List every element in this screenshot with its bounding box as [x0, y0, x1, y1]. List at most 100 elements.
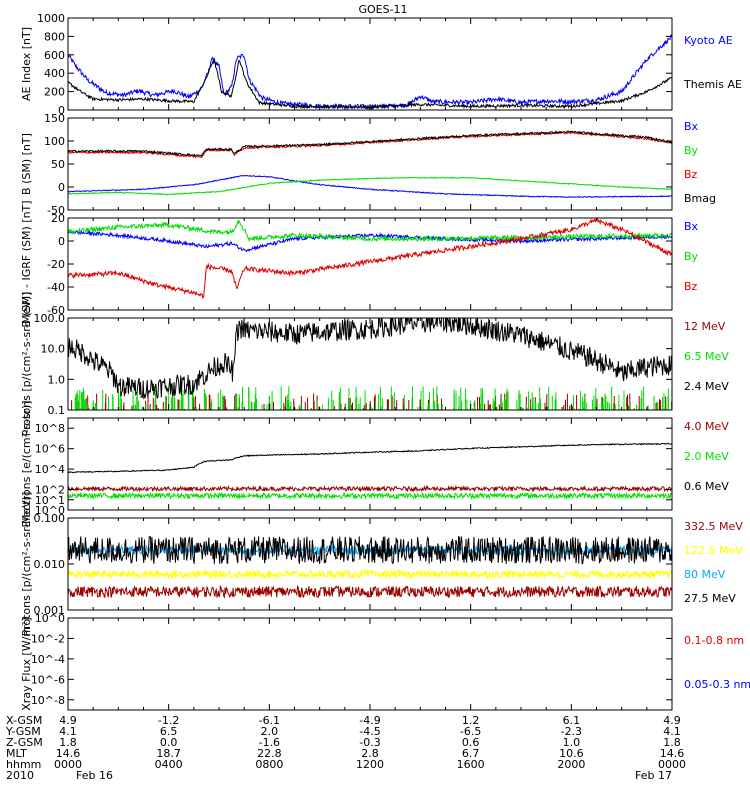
y-axis-label: Protons [p/(cm²-s-sr-MeV)] — [20, 492, 33, 637]
series-bsm-0 — [68, 174, 672, 199]
footer-value: -6.1 — [259, 714, 280, 727]
footer-value: -6.5 — [460, 725, 481, 738]
footer-value: -4.5 — [359, 725, 380, 738]
y-tick-label: 10^-4 — [31, 653, 65, 666]
footer-value: -4.9 — [359, 714, 380, 727]
y-tick-label: -20 — [47, 258, 65, 271]
legend-entry: Bz — [684, 280, 698, 293]
y-tick-label: 0 — [58, 235, 65, 248]
y-tick-label: 150 — [44, 112, 65, 125]
series-bsm-3 — [68, 130, 672, 158]
y-tick-label: -50 — [47, 204, 65, 217]
footer-value: 2.0 — [261, 725, 279, 738]
legend-entry: By — [684, 144, 699, 157]
y-tick-label: 10^2 — [35, 484, 65, 497]
legend-entry: Bmag — [684, 192, 716, 205]
chart-title: GOES-11 — [358, 3, 407, 16]
legend-entry: 27.5 MeV — [684, 592, 736, 605]
legend-entry: 0.05-0.3 nm — [684, 678, 750, 691]
y-axis-label: B (SM) [nT] — [20, 133, 33, 195]
legend-entry: 4.0 MeV — [684, 420, 729, 433]
series-electrons-0 — [68, 484, 672, 493]
footer-value: 0400 — [155, 758, 183, 771]
y-tick-label: 800 — [44, 30, 65, 43]
y-tick-label: 0.010 — [34, 558, 66, 571]
y-axis-label: Electrons [e/(cm²-s-sr)] — [20, 400, 33, 527]
footer-value: 1.0 — [563, 736, 581, 749]
y-tick-label: 10^0 — [35, 504, 65, 517]
y-tick-label: 10^4 — [35, 463, 65, 476]
legend-entry: 80 MeV — [684, 568, 726, 581]
footer-value: 1600 — [457, 758, 485, 771]
footer-value: 1.8 — [663, 736, 681, 749]
y-tick-label: -40 — [47, 281, 65, 294]
legend-entry: Bx — [684, 120, 699, 133]
footer-value: 4.1 — [663, 725, 681, 738]
panel-bigrf-traces — [68, 218, 672, 300]
y-tick-label: 1.0 — [48, 373, 66, 386]
y-tick-label: 0 — [58, 104, 65, 117]
panel-electrons-traces — [68, 442, 672, 501]
y-tick-label: 200 — [44, 86, 65, 99]
series-bigrf-0 — [68, 229, 672, 253]
footer-row-label: Y-GSM — [5, 725, 41, 738]
legend-entry: By — [684, 250, 699, 263]
y-tick-label: 100.0 — [34, 312, 66, 325]
y-tick-label: 100 — [44, 135, 65, 148]
footer-row-label: hhmm — [6, 758, 41, 771]
series-protons_low-1 — [74, 386, 672, 410]
footer-value: 22.8 — [257, 747, 282, 760]
panel-frame — [67, 617, 673, 711]
footer-value: 0.0 — [160, 736, 178, 749]
y-tick-label: 1000 — [37, 12, 65, 25]
footer-row-label: 2010 — [6, 769, 34, 782]
footer-value: 4.1 — [59, 725, 77, 738]
panel-ae-traces — [68, 33, 672, 110]
footer-value: 10.6 — [559, 747, 584, 760]
footer-value: -0.3 — [359, 736, 380, 749]
panel-frame — [67, 117, 673, 211]
series-bigrf-1 — [68, 219, 672, 243]
y-axis-label: Protons [p/(cm²-s-sr-MeV)] — [20, 292, 33, 437]
panel-protons_high-traces — [68, 535, 672, 599]
y-tick-label: 10^1 — [35, 494, 65, 507]
legend-entry: 2.4 MeV — [684, 380, 729, 393]
legend-entry: 0.6 MeV — [684, 480, 729, 493]
footer-value: 4.9 — [59, 714, 77, 727]
series-bigrf-2 — [68, 218, 672, 300]
series-ae-0 — [68, 33, 672, 110]
footer-value: 6.7 — [462, 747, 480, 760]
footer-value: 0000 — [658, 758, 686, 771]
y-tick-label: 10^-8 — [31, 694, 65, 707]
y-tick-label: 10^-6 — [31, 673, 65, 686]
y-tick-label: 50 — [51, 158, 65, 171]
legend-entry: Bz — [684, 168, 698, 181]
footer-value: -1.6 — [259, 736, 280, 749]
legend-entry: 122.5 MeV — [684, 544, 743, 557]
series-protons_high-3 — [68, 535, 672, 565]
y-tick-label: 400 — [44, 67, 65, 80]
panel-frame — [67, 317, 673, 411]
footer-value: 6.5 — [160, 725, 178, 738]
footer-value: 1.8 — [59, 736, 77, 749]
y-tick-label: 10^6 — [35, 443, 65, 456]
footer-row-label: MLT — [6, 747, 27, 760]
y-tick-label: 10^0 — [35, 612, 65, 625]
footer-value: 2000 — [557, 758, 585, 771]
series-protons_high-0 — [68, 584, 672, 599]
y-tick-label: 600 — [44, 49, 65, 62]
footer-row-label: Z-GSM — [6, 736, 43, 749]
y-axis-label: B (SM) - IGRF (SM) [nT] — [20, 200, 33, 327]
y-tick-label: 0.100 — [34, 512, 66, 525]
legend-entry: 0.1-0.8 nm — [684, 634, 744, 647]
footer-value: 14.6 — [660, 747, 685, 760]
legend-entry: Bx — [684, 220, 699, 233]
panel-bsm-traces — [68, 130, 672, 199]
footer-value: Feb 17 — [635, 769, 672, 782]
footer-value: -2.3 — [561, 725, 582, 738]
series-electrons-2 — [68, 442, 672, 474]
series-bsm-2 — [68, 130, 672, 159]
